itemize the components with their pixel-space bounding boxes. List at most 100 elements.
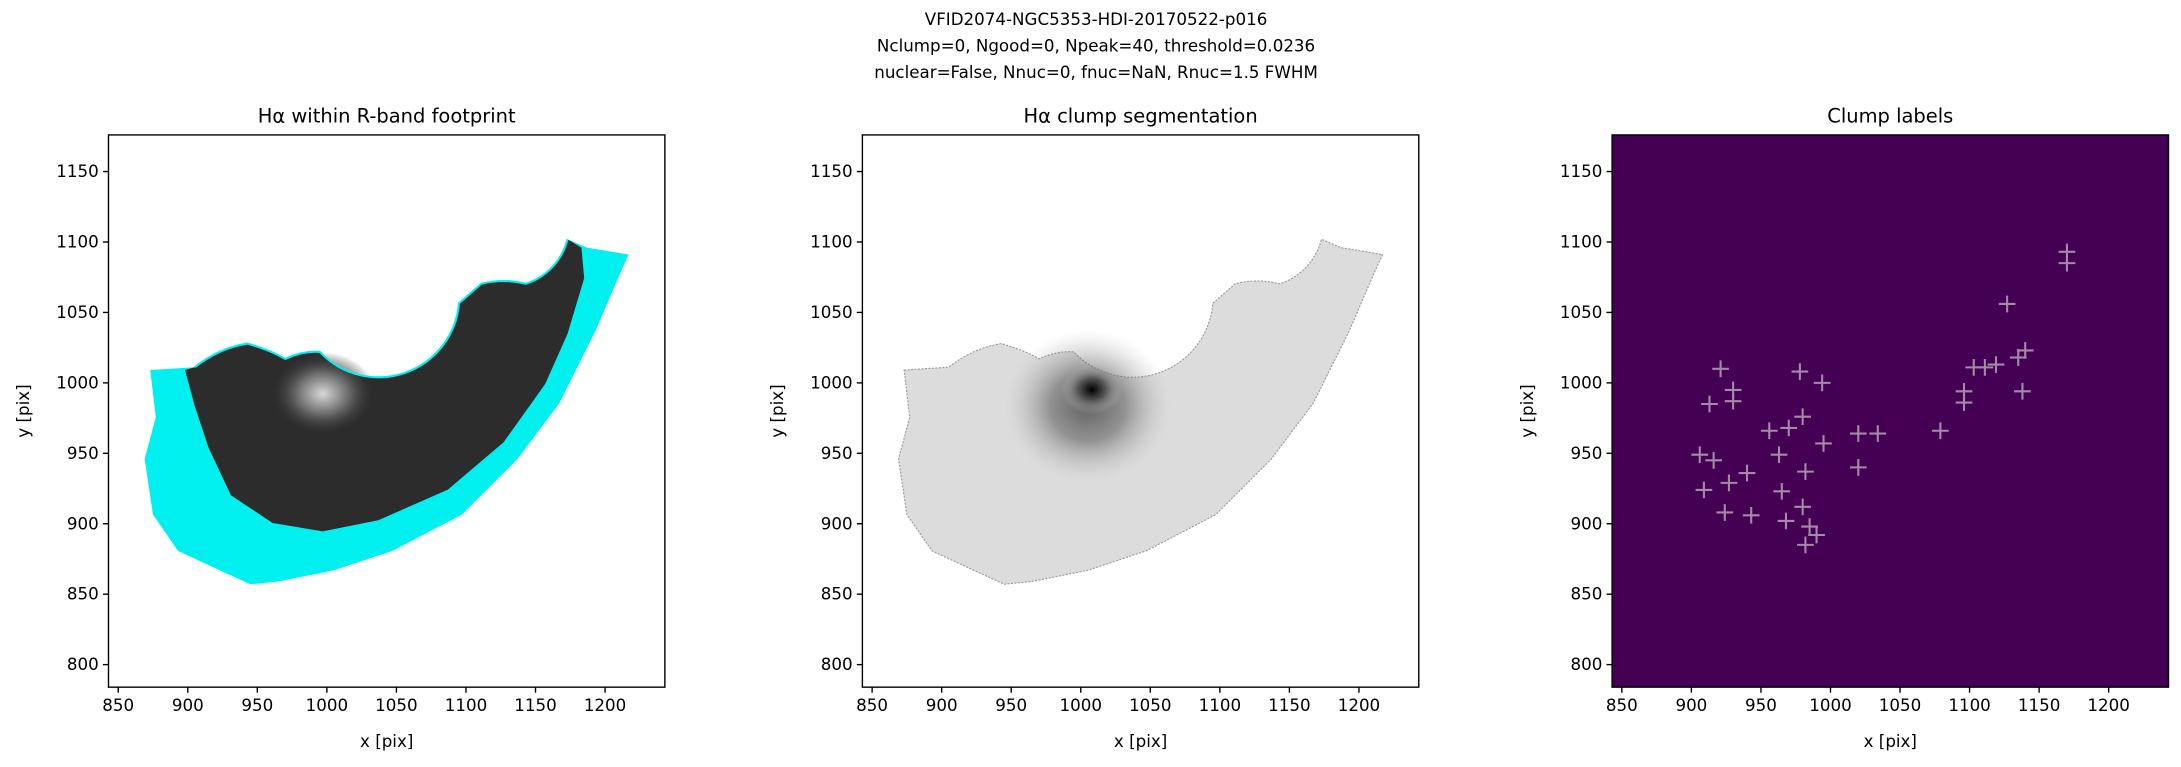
y-tick-label: 900 [1571,514,1603,533]
peak-marker [1691,446,1709,464]
x-tick-label: 850 [856,696,888,715]
y-tick-label: 1100 [56,233,98,252]
y-tick-label: 800 [1571,655,1603,674]
image-background [1612,134,2169,688]
x-axis-label: x [pix] [1864,732,1917,751]
x-tick-label: 1150 [2018,696,2060,715]
x-tick-label: 1000 [1060,696,1102,715]
x-tick-label: 1050 [375,696,417,715]
peak-marker [1760,422,1778,440]
peak-marker [1869,425,1887,442]
y-axis-label: y [pix] [768,384,787,437]
peak-marker [1987,356,2005,373]
figure-title: Nclump=0, Ngood=0, Npeak=40, threshold=0… [877,36,1315,55]
peak-marker [2058,254,2076,272]
peak-marker [1742,506,1760,524]
x-tick-label: 1000 [1809,696,1851,715]
y-tick-label: 1100 [1560,233,1602,252]
peak-marker [1701,395,1718,413]
peak-marker [1849,425,1867,442]
footprint-image [144,239,629,585]
figure-title: VFID2074-NGC5353-HDI-20170522-p016 [925,10,1268,29]
x-tick-label: 900 [1675,696,1707,715]
peak-marker [1695,481,1713,499]
peak-marker [1791,363,1809,380]
y-tick-label: 1050 [810,303,852,322]
peak-marker [1797,536,1814,554]
y-axis-label: y [pix] [14,384,33,437]
y-axis-label: y [pix] [1518,384,1537,437]
peak-marker [1955,394,1973,411]
segmentation-image [897,238,1384,585]
y-tick-label: 800 [821,655,853,674]
y-tick-label: 1050 [1560,303,1602,322]
peak-marker [1801,518,1818,535]
x-tick-label: 900 [172,696,204,715]
axes-title: Clump labels [1827,104,1953,127]
peak-marker [2016,342,2034,359]
y-tick-label: 850 [67,585,99,604]
x-tick-label: 1100 [1199,696,1241,715]
x-tick-label: 900 [926,696,958,715]
y-tick-label: 900 [821,514,853,533]
y-tick-label: 950 [1571,444,1603,463]
peak-marker [1705,452,1722,469]
peak-marker [1813,374,1831,392]
y-tick-label: 950 [67,444,99,463]
peak-marker [1777,512,1795,530]
peak-marker [1849,459,1867,476]
x-tick-label: 1200 [1338,696,1380,715]
peak-marker [1712,360,1729,378]
y-tick-label: 850 [821,585,853,604]
peak-marker [1773,482,1791,500]
peak-marker [1794,498,1812,516]
peak-marker [2009,349,2027,366]
y-tick-label: 850 [1571,585,1603,604]
peak-marker [1815,435,1832,452]
figure-title: nuclear=False, Nnuc=0, fnuc=NaN, Rnuc=1.… [874,63,1318,82]
peak-marker [1794,408,1812,426]
x-axis-label: x [pix] [1114,732,1167,751]
axes-frame [1611,134,2170,688]
x-tick-label: 950 [995,696,1027,715]
x-tick-label: 1100 [1948,696,1990,715]
y-tick-label: 1000 [810,373,852,392]
axes-title: Hα within R-band footprint [258,104,516,127]
peak-marker [2014,382,2031,400]
x-tick-label: 950 [241,696,273,715]
x-tick-label: 1200 [584,696,626,715]
peak-marker [1998,295,2016,313]
peak-marker [1780,419,1798,437]
x-tick-label: 1150 [1268,696,1310,715]
x-tick-label: 850 [1606,696,1638,715]
peak-marker [1716,504,1734,521]
x-tick-label: 1050 [1129,696,1171,715]
x-tick-label: 1000 [306,696,348,715]
y-tick-label: 1150 [1560,162,1602,181]
y-tick-label: 1150 [56,162,98,181]
peak-marker [1720,474,1738,492]
y-tick-label: 1100 [810,233,852,252]
axes-title: Hα clump segmentation [1023,104,1257,127]
x-axis-label: x [pix] [360,732,413,751]
peak-marker [1932,422,1949,440]
y-tick-label: 1050 [56,303,98,322]
y-tick-label: 1150 [810,162,852,181]
peak-marker [1797,463,1814,480]
y-tick-label: 950 [821,444,853,463]
x-tick-label: 1200 [2087,696,2129,715]
x-tick-label: 1100 [445,696,487,715]
y-tick-label: 1000 [56,373,98,392]
peak-marker [1965,359,1983,376]
x-tick-label: 850 [102,696,134,715]
y-tick-label: 800 [67,655,99,674]
peak-marker [1724,392,1742,410]
axes-frame [861,134,1420,688]
y-tick-label: 1000 [1560,373,1602,392]
peak-marker [1770,446,1788,464]
x-tick-label: 950 [1745,696,1777,715]
peak-marker [1738,464,1756,482]
x-tick-label: 1150 [514,696,556,715]
